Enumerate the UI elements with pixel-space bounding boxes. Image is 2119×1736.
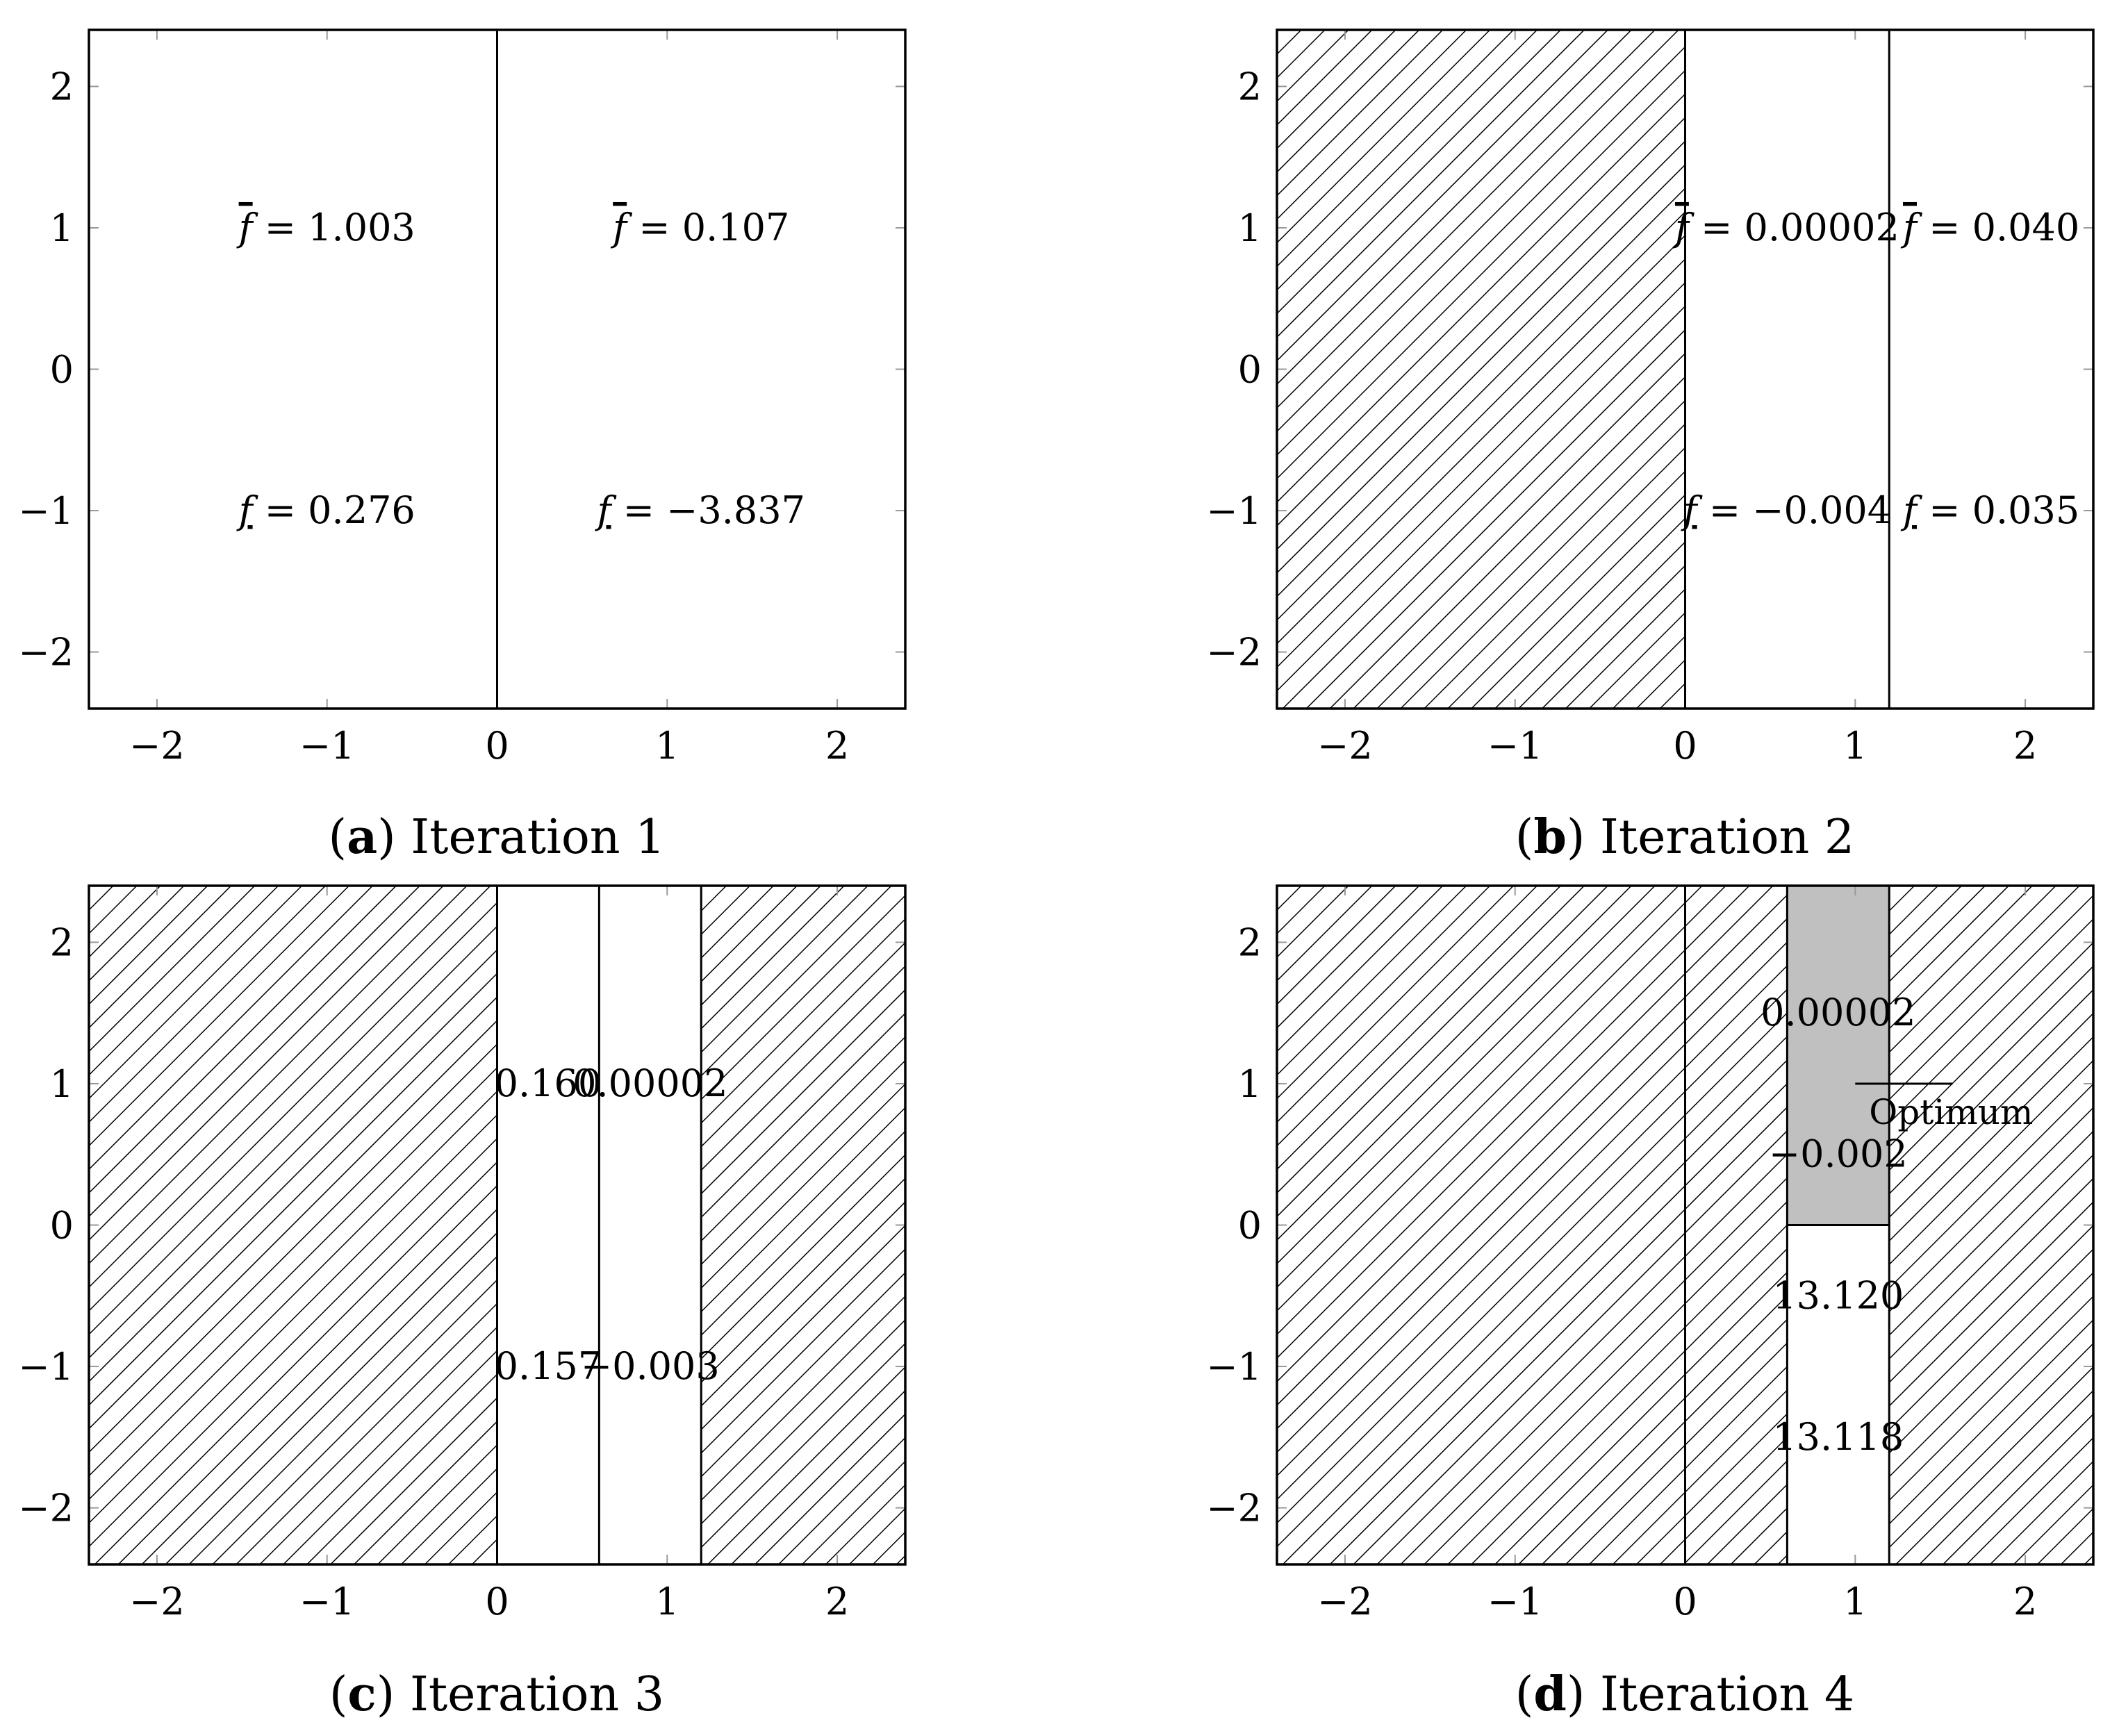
x-tick-label: 1	[655, 724, 679, 768]
x-tick-label: −1	[299, 1580, 355, 1623]
y-tick-label: −2	[18, 1487, 74, 1530]
hatched-region	[700, 884, 907, 1566]
bound-label: 13.120	[1772, 1273, 1904, 1317]
y-tick-label: 2	[1238, 65, 1262, 108]
y-tick-label: −1	[1206, 1345, 1262, 1389]
bound-label: f = 0.00002	[1672, 206, 1899, 249]
bound-label: 0.157	[495, 1344, 602, 1388]
hatched-region	[88, 884, 498, 1566]
shaded-region	[1787, 886, 1890, 1225]
panel-iteration-4: −2 −1 0 1 2 −2 −1 0 1 2 0.00002 −0.002 13.120 13.118 O…	[1206, 884, 2095, 1623]
x-tick-label: −2	[1317, 724, 1373, 768]
y-tick-label: −2	[1206, 631, 1262, 675]
caption-d: (d) Iteration 4	[1515, 1667, 1854, 1722]
y-tick-label: 1	[1238, 206, 1262, 250]
x-tick-label: 1	[1843, 1580, 1867, 1623]
y-tick-label: −1	[18, 1345, 74, 1389]
caption-b: (b) Iteration 2	[1515, 809, 1854, 865]
caption-c: (c) Iteration 3	[329, 1667, 664, 1722]
y-tick-label: 0	[1238, 1204, 1262, 1248]
x-tick-label: 1	[655, 1580, 679, 1623]
bound-label: f = 0.035	[1900, 488, 2079, 532]
y-tick-label: 0	[1238, 348, 1262, 392]
bound-label: f = −3.837	[595, 488, 805, 532]
x-tick-label: 1	[1843, 724, 1867, 768]
hatched-region	[1888, 884, 2095, 1566]
x-tick-label: 2	[2013, 1580, 2037, 1623]
x-tick-label: −2	[129, 724, 185, 768]
hatched-region	[1276, 28, 1686, 710]
bound-label: f = 0.107	[610, 206, 789, 249]
y-tick-label: −2	[18, 631, 74, 675]
bound-label: 0.160	[495, 1061, 602, 1105]
y-tick-label: 1	[1238, 1062, 1262, 1106]
x-tick-label: 2	[825, 724, 849, 768]
plot-frame	[88, 884, 907, 1566]
y-tick-label: −1	[18, 489, 74, 533]
panel-iteration-1: −2 −1 0 1 2 −2 −1 0 1 2 f = 1.003 f = 0.276 f = 0.10…	[18, 28, 907, 768]
bound-label: −0.003	[581, 1344, 720, 1388]
x-tick-label: −2	[129, 1580, 185, 1623]
bound-label: f = 0.276	[236, 488, 415, 532]
y-tick-label: 0	[50, 348, 74, 392]
hatched-region	[1276, 884, 1788, 1566]
y-tick-label: 2	[50, 920, 74, 964]
plot-frame	[1276, 28, 2095, 710]
x-tick-label: 0	[485, 1580, 509, 1623]
y-tick-label: 1	[50, 206, 74, 250]
x-tick-label: −2	[1317, 1580, 1373, 1623]
y-tick-label: −1	[1206, 489, 1262, 533]
x-tick-label: −1	[1487, 1580, 1543, 1623]
x-tick-label: −1	[299, 724, 355, 768]
bound-label: f = 0.040	[1900, 206, 2079, 249]
bound-label: 0.00002	[1761, 991, 1915, 1034]
y-tick-label: 2	[50, 65, 74, 108]
x-tick-label: 0	[1673, 724, 1697, 768]
y-tick-label: 0	[50, 1204, 74, 1248]
x-tick-label: 2	[2013, 724, 2037, 768]
x-tick-label: −1	[1487, 724, 1543, 768]
y-tick-label: 2	[1238, 920, 1262, 964]
x-tick-label: 2	[825, 1580, 849, 1623]
y-tick-label: −2	[1206, 1487, 1262, 1530]
bound-label: f = −0.004	[1681, 488, 1891, 532]
x-tick-label: 0	[1673, 1580, 1697, 1623]
optimum-label: Optimum	[1869, 1092, 2033, 1132]
plot-frame	[88, 28, 907, 710]
x-tick-label: 0	[485, 724, 509, 768]
bound-label: 0.00002	[572, 1061, 727, 1105]
plot-frame	[1276, 884, 2095, 1566]
y-tick-label: 1	[50, 1062, 74, 1106]
bound-label: 13.118	[1772, 1415, 1904, 1459]
caption-a: (a) Iteration 1	[329, 809, 666, 865]
bound-label: −0.002	[1769, 1132, 1908, 1176]
bound-label: f = 1.003	[236, 206, 415, 249]
